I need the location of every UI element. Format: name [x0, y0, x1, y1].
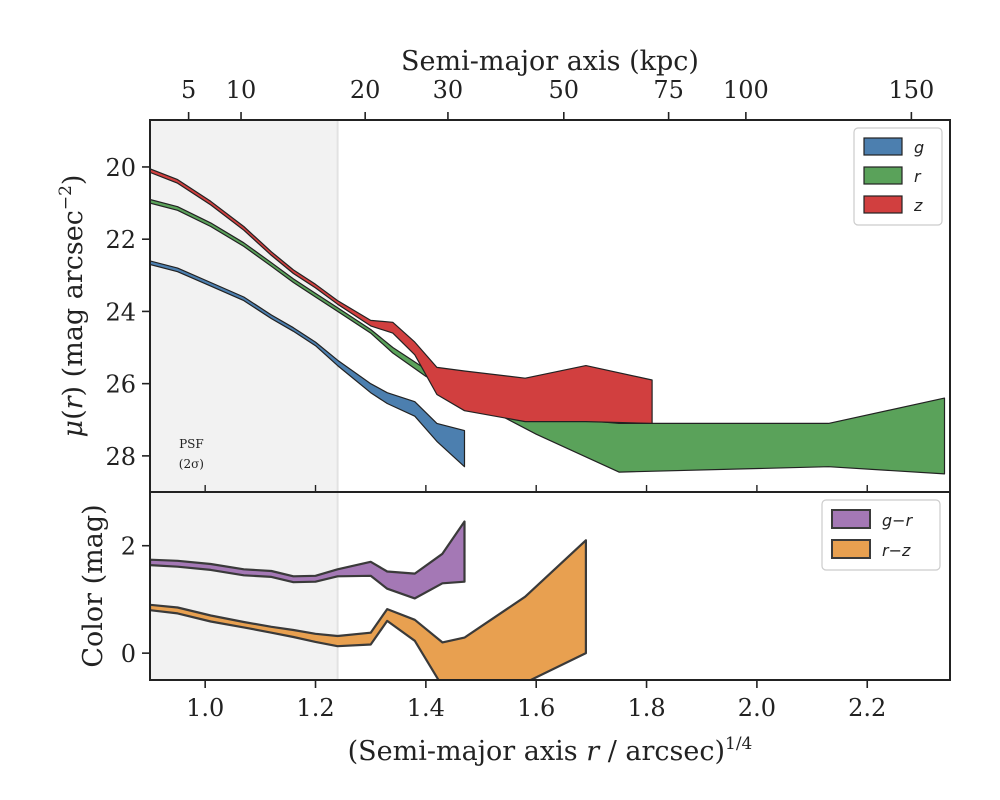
psf-label: PSF (2σ): [179, 437, 204, 471]
legend-swatch-r: [863, 166, 903, 185]
kpc-tick-label: 150: [888, 76, 934, 104]
legend-swatch-g: [863, 137, 903, 156]
psf-region-rect: [150, 492, 338, 680]
legend-label-g-r: g−r: [882, 511, 914, 530]
bottom-panel-x-ticks: 1.0 1.2 1.4 1.6 1.8 2.0 2.2: [186, 680, 886, 722]
legend-label-r: r: [914, 167, 922, 186]
psf-label-line2: (2σ): [179, 457, 204, 471]
color-panel: 02 1.0 1.2 1.4 1.6 1.8 2.0 2.2 g−rr−z Color (m…: [78, 491, 951, 767]
psf-label-line1: PSF: [179, 437, 204, 451]
x-tick-label: 1.2: [296, 694, 334, 722]
y-tick-label: 26: [105, 371, 136, 399]
bottom-panel-y-ticks: 02: [121, 533, 150, 668]
legend-label-g: g: [914, 138, 924, 157]
top-legend: grz: [853, 127, 943, 226]
kpc-tick-label: 50: [549, 76, 580, 104]
x-tick-label: 1.6: [517, 694, 555, 722]
kpc-tick-label: 10: [226, 76, 257, 104]
band-g: [150, 260, 466, 468]
bottom-panel-frame: [149, 491, 951, 681]
x-tick-label: 2.2: [848, 694, 886, 722]
kpc-tick-label: 30: [433, 76, 464, 104]
bottom-legend: g−r r−z: [821, 499, 941, 571]
y-tick-label: 22: [105, 226, 136, 254]
color-y-tick-label: 2: [121, 533, 136, 561]
top-axis-label: Semi-major axis (kpc): [401, 46, 699, 77]
kpc-tick-label: 20: [350, 76, 381, 104]
surface-brightness-bands: [150, 168, 946, 475]
top-y-axis-label: μ(r) (mag arcsec−2): [56, 175, 89, 438]
kpc-tick-label: 75: [653, 76, 684, 104]
legend-swatch-g-r: [831, 509, 871, 529]
surface-brightness-panel: 20 22 24 26 28 5 10 20 30 50 75 100 150 Semi-major …: [56, 46, 951, 493]
legend-swatch-z: [863, 195, 903, 214]
y-tick-label: 28: [105, 443, 136, 471]
y-tick-label: 24: [105, 298, 136, 326]
kpc-tick-label: 100: [723, 76, 769, 104]
psf-shaded-region-color: [150, 492, 339, 680]
top-panel-y-ticks: 20 22 24 26 28: [105, 154, 150, 471]
x-tick-label: 2.0: [738, 694, 776, 722]
legend-swatch-r-z: [831, 539, 871, 559]
band-z: [150, 168, 653, 424]
x-tick-label: 1.0: [186, 694, 224, 722]
color-y-axis-label: Color (mag): [78, 504, 109, 667]
kpc-tick-label: 5: [181, 76, 196, 104]
y-tick-label: 20: [105, 154, 136, 182]
x-tick-label: 1.8: [627, 694, 665, 722]
legend-label-z: z: [913, 196, 923, 215]
band-r-z: [150, 539, 587, 680]
x-axis-label: (Semi-major axis r / arcsec)1/4: [348, 734, 753, 767]
top-panel-bottom-ticks: [204, 485, 868, 492]
top-kpc-axis-ticks: 5 10 20 30 50 75 100 150: [181, 76, 934, 120]
color-bands: [150, 520, 587, 680]
x-tick-label: 1.4: [407, 694, 445, 722]
legend-label-r-z: r−z: [882, 541, 911, 560]
band-g-r: [150, 520, 466, 600]
color-y-tick-label: 0: [121, 640, 136, 668]
